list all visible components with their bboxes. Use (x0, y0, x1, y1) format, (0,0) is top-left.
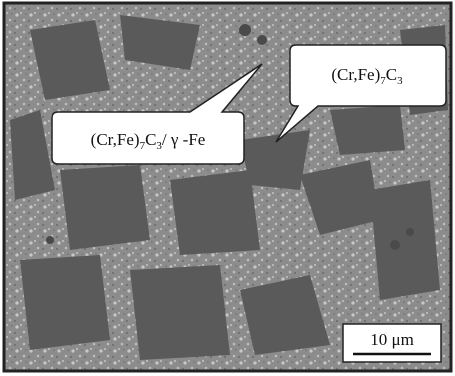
label-part: / γ -Fe (162, 130, 205, 149)
rosette (257, 35, 267, 45)
label-part: C (145, 130, 156, 149)
carbide (60, 165, 150, 250)
label-part: (Cr,Fe) (331, 65, 380, 84)
rosette (390, 240, 400, 250)
carbide (130, 265, 230, 360)
label-part: (Cr,Fe) (91, 130, 140, 149)
callout-label: (Cr,Fe)7C3 (331, 65, 403, 87)
carbide (20, 255, 110, 350)
carbide (240, 130, 310, 190)
micrograph: (Cr,Fe)7C3 (Cr,Fe)7C3/ γ -Fe 10 μm (0, 0, 455, 376)
callout-label: (Cr,Fe)7C3/ γ -Fe (91, 130, 206, 152)
carbide (170, 170, 260, 255)
carbide (330, 105, 405, 155)
scale-bar-label: 10 μm (370, 330, 414, 349)
carbide (370, 180, 440, 300)
label-subscript: 3 (397, 75, 403, 87)
page: (Cr,Fe)7C3 (Cr,Fe)7C3/ γ -Fe 10 μm (() =… (0, 0, 455, 376)
rosette (239, 24, 251, 36)
rosette (46, 236, 54, 244)
label-part: C (386, 65, 397, 84)
rosette (406, 228, 414, 236)
